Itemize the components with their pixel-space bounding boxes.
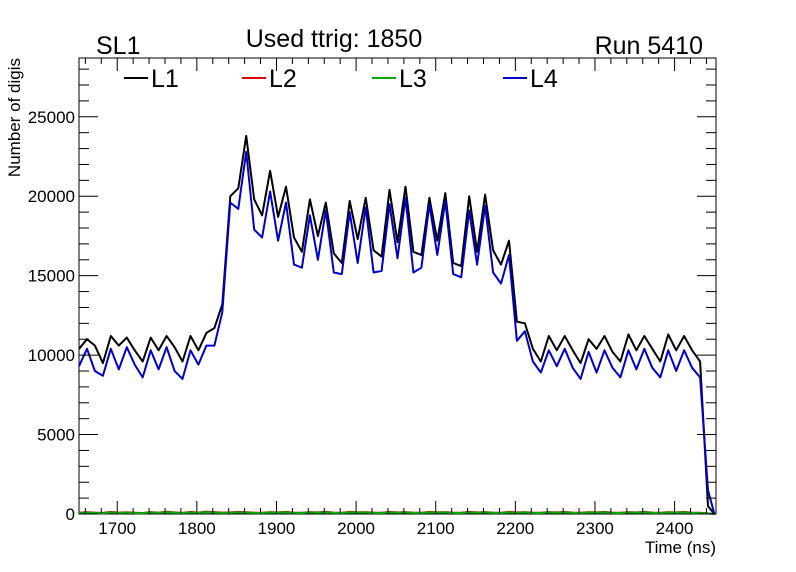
run-label: Run 5410 <box>595 32 703 60</box>
y-tick-label: 15000 <box>28 267 75 286</box>
legend-label-l1: L1 <box>151 65 179 93</box>
legend-label-l2: L2 <box>269 65 297 93</box>
series-line-l1 <box>78 134 716 515</box>
y-tick-label: 10000 <box>28 346 75 365</box>
x-axis-title: Time (ns) <box>645 538 716 557</box>
y-tick-label: 25000 <box>28 108 75 127</box>
y-axis-title: Number of digis <box>5 58 24 177</box>
y-tick-label: 5000 <box>37 426 75 445</box>
plot-frame <box>78 57 717 515</box>
series-line-l3 <box>78 511 715 515</box>
x-tick-label: 2200 <box>496 519 534 538</box>
x-tick-label: 2000 <box>337 519 375 538</box>
chart-title: Used ttrig: 1850 <box>246 25 423 53</box>
y-tick-label: 0 <box>66 505 75 524</box>
x-tick-label: 2400 <box>656 519 694 538</box>
x-tick-label: 1700 <box>98 519 136 538</box>
x-tick-label: 1800 <box>178 519 216 538</box>
x-tick-label: 2300 <box>576 519 614 538</box>
y-tick-label: 20000 <box>28 187 75 206</box>
sl1-label: SL1 <box>96 32 140 60</box>
legend-label-l3: L3 <box>399 65 427 93</box>
legend-label-l4: L4 <box>530 65 558 93</box>
x-tick-label: 1900 <box>258 519 296 538</box>
series-line-l4 <box>78 150 716 515</box>
x-tick-label: 2100 <box>417 519 455 538</box>
